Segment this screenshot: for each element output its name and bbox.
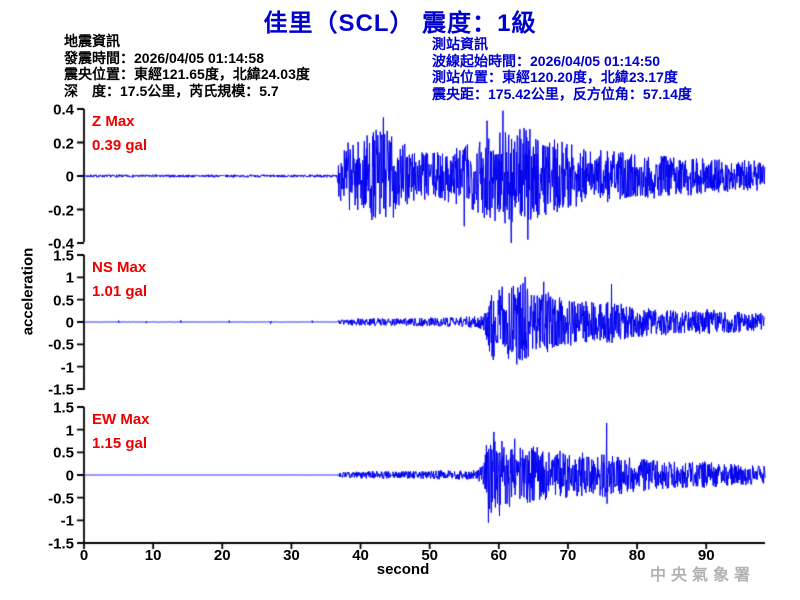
x-tick-label: 80 <box>628 547 646 564</box>
x-axis-label: second <box>376 561 430 578</box>
earthquake-info: 地震資訊 發震時間：2026/04/05 01:14:58 震央位置：東經121… <box>64 33 310 99</box>
agency-watermark: 中央氣象署 <box>650 567 756 584</box>
station-info: 測站資訊 波線起始時間：2026/04/05 01:14:50 測站位置：東經1… <box>432 36 692 102</box>
y-tick-label: 1.5 <box>53 247 74 265</box>
x-tick-label: 0 <box>79 547 89 564</box>
y-tick-label: -0.4 <box>48 235 74 253</box>
y-tick-label: -0.5 <box>48 336 74 354</box>
page-title: 佳里（SCL） 震度：1級 <box>263 10 537 37</box>
y-tick-label: -0.5 <box>48 490 74 508</box>
x-tick-label: 40 <box>352 547 369 564</box>
x-tick-label: 20 <box>213 547 231 564</box>
y-tick-label: -1.5 <box>48 535 74 553</box>
trace-ns-name: NS Max <box>92 259 147 276</box>
station-location: 測站位置：東經120.20度，北緯23.17度 <box>432 69 678 85</box>
trace-ew-name: EW Max <box>92 411 150 428</box>
x-tick-label: 70 <box>559 547 577 564</box>
trace-ns-max-value: 1.01 gal <box>92 283 148 300</box>
station-distance-azimuth: 震央距：175.42公里，反方位角：57.14度 <box>432 85 692 102</box>
trace-ns-max-label: NS Max 1.01 gal <box>92 256 147 304</box>
earthquake-epicenter: 震央位置：東經121.65度，北緯24.03度 <box>64 66 310 82</box>
y-tick-label: 0.5 <box>53 292 74 310</box>
y-tick-label: 1.5 <box>53 399 74 417</box>
x-tick-label: 90 <box>697 547 715 564</box>
y-tick-label: 0.4 <box>53 101 74 119</box>
x-tick-label: 50 <box>421 547 439 564</box>
y-tick-label: -1.5 <box>48 381 74 399</box>
earthquake-origin-time: 發震時間：2026/04/05 01:14:58 <box>64 49 264 66</box>
y-tick-label: -1 <box>60 359 74 377</box>
x-tick-label: 60 <box>490 547 508 564</box>
trace-z-max-value: 0.39 gal <box>92 137 148 154</box>
y-tick-label: 0 <box>65 168 74 186</box>
trace-ew-max-value: 1.15 gal <box>92 435 148 452</box>
trace-z-max-label: Z Max 0.39 gal <box>92 110 147 158</box>
y-tick-label: 0 <box>65 314 74 332</box>
y-tick-label: 1 <box>65 269 74 287</box>
y-axis-label: acceleration <box>19 247 37 336</box>
y-tick-label: 0.2 <box>53 135 74 152</box>
y-tick-label: 0 <box>65 467 74 485</box>
trace-z-name: Z Max <box>92 113 135 130</box>
x-tick-label: 10 <box>144 547 162 564</box>
earthquake-depth-magnitude: 深 度：17.5公里，芮氏規模：5.7 <box>64 82 279 99</box>
y-tick-label: -0.2 <box>48 202 74 219</box>
earthquake-info-heading: 地震資訊 <box>64 33 120 49</box>
station-wave-start-time: 波線起始時間：2026/04/05 01:14:50 <box>432 52 660 69</box>
y-tick-label: 0.5 <box>53 444 74 462</box>
y-tick-label: 1 <box>65 422 74 440</box>
trace-ew-max-label: EW Max 1.15 gal <box>92 408 150 456</box>
x-tick-label: 30 <box>283 547 300 564</box>
y-tick-label: -1 <box>60 512 74 530</box>
station-info-heading: 測站資訊 <box>432 36 488 52</box>
